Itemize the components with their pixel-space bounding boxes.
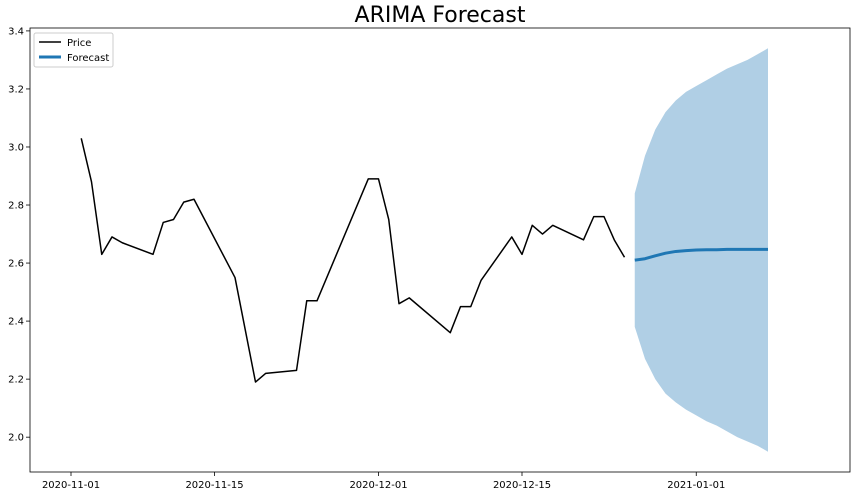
y-tick-label: 3.0 [8,142,24,153]
legend-price-label: Price [67,38,91,49]
plot-frame [29,27,851,473]
forecast-line [634,247,768,262]
y-tick-label: 2.0 [8,433,24,444]
legend-forecast-label: Forecast [67,53,109,64]
y-tick-label: 2.4 [8,317,24,328]
x-tick-label: 2020-11-01 [42,480,100,491]
axes: 2.0 2.2 2.4 2.6 2.8 3.0 3.2 3.4 2020-11-01 2020-1… [8,26,851,491]
y-tick-label: 3.4 [8,26,24,37]
x-tick-label: 2021-01-01 [667,480,725,491]
y-tick-label: 2.6 [8,259,24,270]
legend: Price Forecast [33,32,114,68]
y-tick-label: 2.2 [8,375,24,386]
y-tick-label: 3.2 [8,84,24,95]
x-tick-label: 2020-11-15 [185,480,243,491]
x-tick-label: 2020-12-01 [349,480,407,491]
plot-area [80,48,768,452]
x-tick-label: 2020-12-15 [493,480,551,491]
chart-title: ARIMA Forecast [355,3,526,28]
price-line [80,138,626,383]
y-tick-label: 2.8 [8,201,24,212]
